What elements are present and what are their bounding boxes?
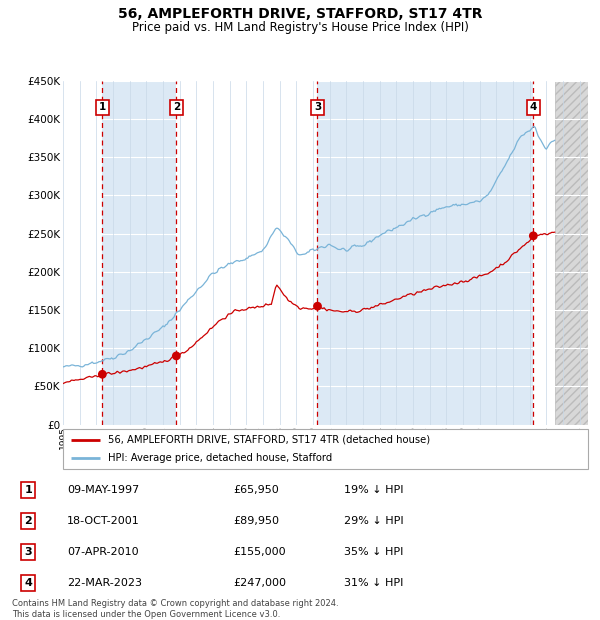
Text: 56, AMPLEFORTH DRIVE, STAFFORD, ST17 4TR (detached house): 56, AMPLEFORTH DRIVE, STAFFORD, ST17 4TR… (107, 435, 430, 445)
Text: 35% ↓ HPI: 35% ↓ HPI (344, 547, 403, 557)
Bar (533, 81, 554, 425)
Text: 07-APR-2010: 07-APR-2010 (67, 547, 139, 557)
Text: 19% ↓ HPI: 19% ↓ HPI (344, 485, 403, 495)
Point (313, 301, 322, 311)
Text: 2: 2 (25, 516, 32, 526)
Text: 56, AMPLEFORTH DRIVE, STAFFORD, ST17 4TR: 56, AMPLEFORTH DRIVE, STAFFORD, ST17 4TR (118, 7, 482, 22)
Text: £65,950: £65,950 (233, 485, 279, 495)
Bar (103, 81, 176, 425)
Text: 4: 4 (25, 578, 32, 588)
Text: 3: 3 (25, 547, 32, 557)
Point (172, 351, 181, 361)
Text: 31% ↓ HPI: 31% ↓ HPI (344, 578, 403, 588)
Text: 3: 3 (314, 102, 321, 112)
Text: Contains HM Land Registry data © Crown copyright and database right 2024.
This d: Contains HM Land Registry data © Crown c… (12, 600, 338, 619)
Text: HPI: Average price, detached house, Stafford: HPI: Average price, detached house, Staf… (107, 453, 332, 464)
Text: 22-MAR-2023: 22-MAR-2023 (67, 578, 142, 588)
Text: £247,000: £247,000 (233, 578, 286, 588)
Bar (317, 81, 533, 425)
Text: Price paid vs. HM Land Registry's House Price Index (HPI): Price paid vs. HM Land Registry's House … (131, 21, 469, 34)
Bar (63, 81, 103, 425)
Text: 1: 1 (99, 102, 106, 112)
Text: 2: 2 (173, 102, 180, 112)
Text: 1: 1 (25, 485, 32, 495)
Point (98, 370, 107, 379)
Text: 29% ↓ HPI: 29% ↓ HPI (344, 516, 403, 526)
Point (529, 231, 538, 241)
FancyBboxPatch shape (63, 429, 588, 469)
Text: £89,950: £89,950 (233, 516, 279, 526)
Text: 4: 4 (530, 102, 537, 112)
Text: 18-OCT-2001: 18-OCT-2001 (67, 516, 140, 526)
Bar (554, 81, 588, 425)
Bar (176, 81, 317, 425)
Text: £155,000: £155,000 (233, 547, 286, 557)
Text: 09-MAY-1997: 09-MAY-1997 (67, 485, 140, 495)
